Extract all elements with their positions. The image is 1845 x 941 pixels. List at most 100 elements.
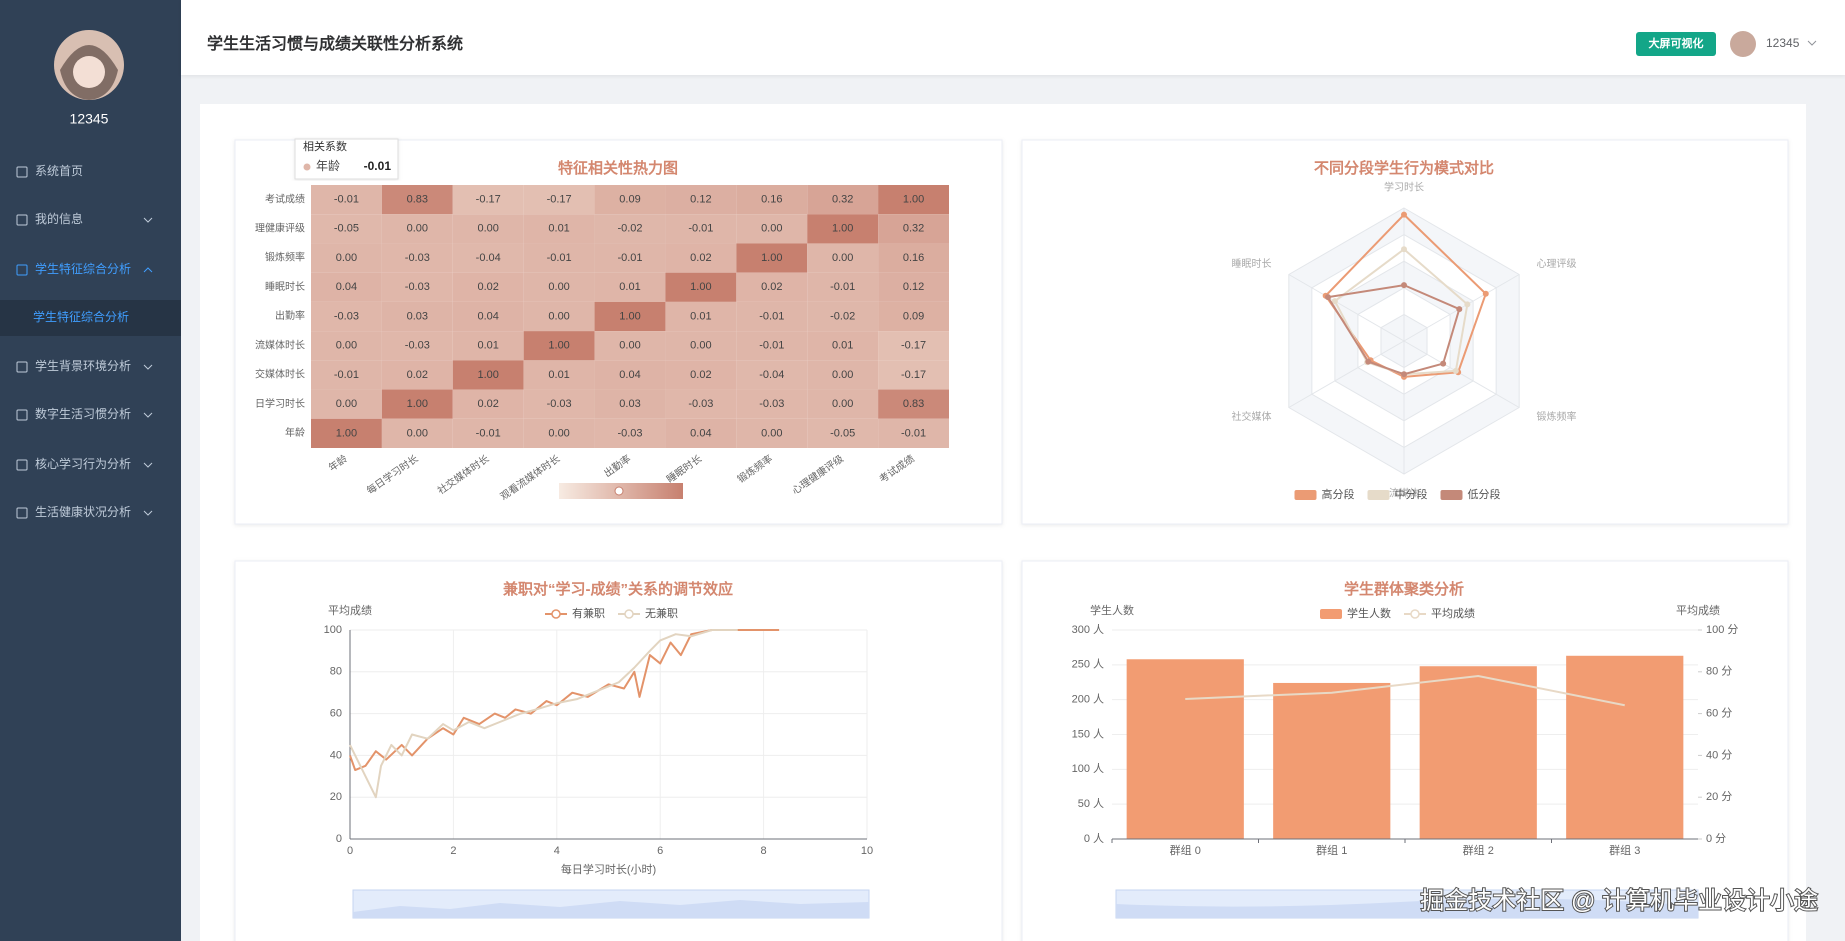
- heat-cell[interactable]: [807, 360, 879, 390]
- heat-cell[interactable]: [381, 243, 453, 273]
- heat-cell[interactable]: [381, 418, 453, 448]
- legend-label[interactable]: 低分段: [1468, 487, 1501, 501]
- heat-cell[interactable]: [594, 331, 666, 361]
- heat-cell[interactable]: [878, 301, 949, 332]
- header-username[interactable]: 12345: [1766, 36, 1800, 50]
- menu-item[interactable]: 生活健康状况分析: [35, 504, 131, 519]
- heat-cell[interactable]: [311, 418, 382, 448]
- heat-cell[interactable]: [665, 185, 737, 215]
- legend-label[interactable]: 平均成绩: [1431, 607, 1475, 620]
- legend-label[interactable]: 无兼职: [645, 607, 678, 620]
- menu-item[interactable]: 数字生活习惯分析: [35, 406, 131, 421]
- bar[interactable]: [1273, 682, 1391, 839]
- heat-cell[interactable]: [381, 389, 453, 419]
- radar-point[interactable]: [1401, 371, 1407, 378]
- heat-cell[interactable]: [807, 331, 879, 361]
- heat-cell[interactable]: [807, 214, 879, 244]
- heat-cell[interactable]: [736, 214, 808, 244]
- legend-label[interactable]: 学生人数: [1347, 606, 1391, 620]
- heat-cell[interactable]: [381, 331, 453, 361]
- heat-cell[interactable]: [594, 243, 666, 273]
- heat-cell[interactable]: [523, 360, 595, 390]
- heat-cell[interactable]: [594, 272, 666, 302]
- heat-cell[interactable]: [594, 301, 666, 332]
- heat-cell[interactable]: [878, 389, 949, 419]
- heat-cell[interactable]: [452, 360, 524, 390]
- radar-point[interactable]: [1331, 298, 1338, 305]
- radar-point[interactable]: [1401, 211, 1407, 218]
- heat-cell[interactable]: [311, 272, 382, 302]
- submenu-item[interactable]: 学生特征综合分析: [33, 309, 129, 324]
- heat-cell[interactable]: [452, 331, 524, 361]
- radar-point[interactable]: [1452, 367, 1459, 374]
- menu-item[interactable]: 学生特征综合分析: [35, 261, 131, 276]
- heat-cell[interactable]: [665, 389, 737, 419]
- menu-item[interactable]: 学生背景环境分析: [35, 358, 131, 373]
- heat-cell[interactable]: [594, 185, 666, 215]
- heat-cell[interactable]: [878, 272, 949, 302]
- heat-cell[interactable]: [523, 418, 595, 448]
- heat-cell[interactable]: [523, 243, 595, 273]
- heat-cell[interactable]: [523, 214, 595, 244]
- heat-cell[interactable]: [452, 272, 524, 302]
- heat-cell[interactable]: [311, 360, 382, 390]
- heat-cell[interactable]: [311, 185, 382, 215]
- legend-label[interactable]: 中分段: [1395, 487, 1428, 501]
- heat-cell[interactable]: [807, 243, 879, 273]
- heat-cell[interactable]: [878, 331, 949, 361]
- visual-map-handle[interactable]: [614, 486, 624, 496]
- heat-cell[interactable]: [807, 301, 879, 332]
- heat-cell[interactable]: [381, 360, 453, 390]
- heat-cell[interactable]: [665, 331, 737, 361]
- radar-point[interactable]: [1324, 294, 1331, 301]
- bar[interactable]: [1566, 655, 1684, 839]
- bar[interactable]: [1419, 666, 1537, 839]
- heat-cell[interactable]: [736, 243, 808, 273]
- heat-cell[interactable]: [736, 185, 808, 215]
- heat-cell[interactable]: [807, 389, 879, 419]
- heat-cell[interactable]: [311, 214, 382, 244]
- header-avatar[interactable]: [1730, 31, 1756, 57]
- heat-cell[interactable]: [311, 301, 382, 332]
- screen-button[interactable]: [1636, 32, 1716, 56]
- heat-cell[interactable]: [807, 418, 879, 448]
- radar-point[interactable]: [1456, 306, 1463, 313]
- heat-cell[interactable]: [452, 301, 524, 332]
- menu-item[interactable]: 核心学习行为分析: [35, 456, 131, 471]
- legend-label[interactable]: 高分段: [1322, 487, 1355, 501]
- menu-item[interactable]: 我的信息: [35, 211, 83, 226]
- heat-cell[interactable]: [736, 272, 808, 302]
- heat-cell[interactable]: [736, 360, 808, 390]
- heat-cell[interactable]: [381, 185, 453, 215]
- heat-cell[interactable]: [665, 418, 737, 448]
- heat-cell[interactable]: [523, 301, 595, 332]
- heat-cell[interactable]: [665, 360, 737, 390]
- menu-item[interactable]: 系统首页: [35, 164, 83, 178]
- heat-cell[interactable]: [452, 243, 524, 273]
- radar-point[interactable]: [1440, 360, 1447, 367]
- bar[interactable]: [1126, 659, 1244, 839]
- heat-cell[interactable]: [594, 360, 666, 390]
- heat-cell[interactable]: [736, 301, 808, 332]
- heat-cell[interactable]: [665, 214, 737, 244]
- heat-cell[interactable]: [523, 272, 595, 302]
- heat-cell[interactable]: [452, 214, 524, 244]
- heat-cell[interactable]: [311, 243, 382, 273]
- radar-point[interactable]: [1464, 301, 1471, 308]
- heat-cell[interactable]: [878, 214, 949, 244]
- heat-cell[interactable]: [523, 389, 595, 419]
- legend-label[interactable]: 有兼职: [572, 606, 605, 620]
- radar-point[interactable]: [1401, 282, 1407, 289]
- heat-cell[interactable]: [665, 272, 737, 302]
- radar-point[interactable]: [1401, 246, 1407, 253]
- heat-cell[interactable]: [452, 185, 524, 215]
- heat-cell[interactable]: [736, 331, 808, 361]
- heat-cell[interactable]: [311, 389, 382, 419]
- heat-cell[interactable]: [736, 389, 808, 419]
- heat-cell[interactable]: [665, 243, 737, 273]
- heat-cell[interactable]: [381, 214, 453, 244]
- heat-cell[interactable]: [594, 418, 666, 448]
- heat-cell[interactable]: [807, 272, 879, 302]
- heat-cell[interactable]: [311, 331, 382, 361]
- heat-cell[interactable]: [381, 272, 453, 302]
